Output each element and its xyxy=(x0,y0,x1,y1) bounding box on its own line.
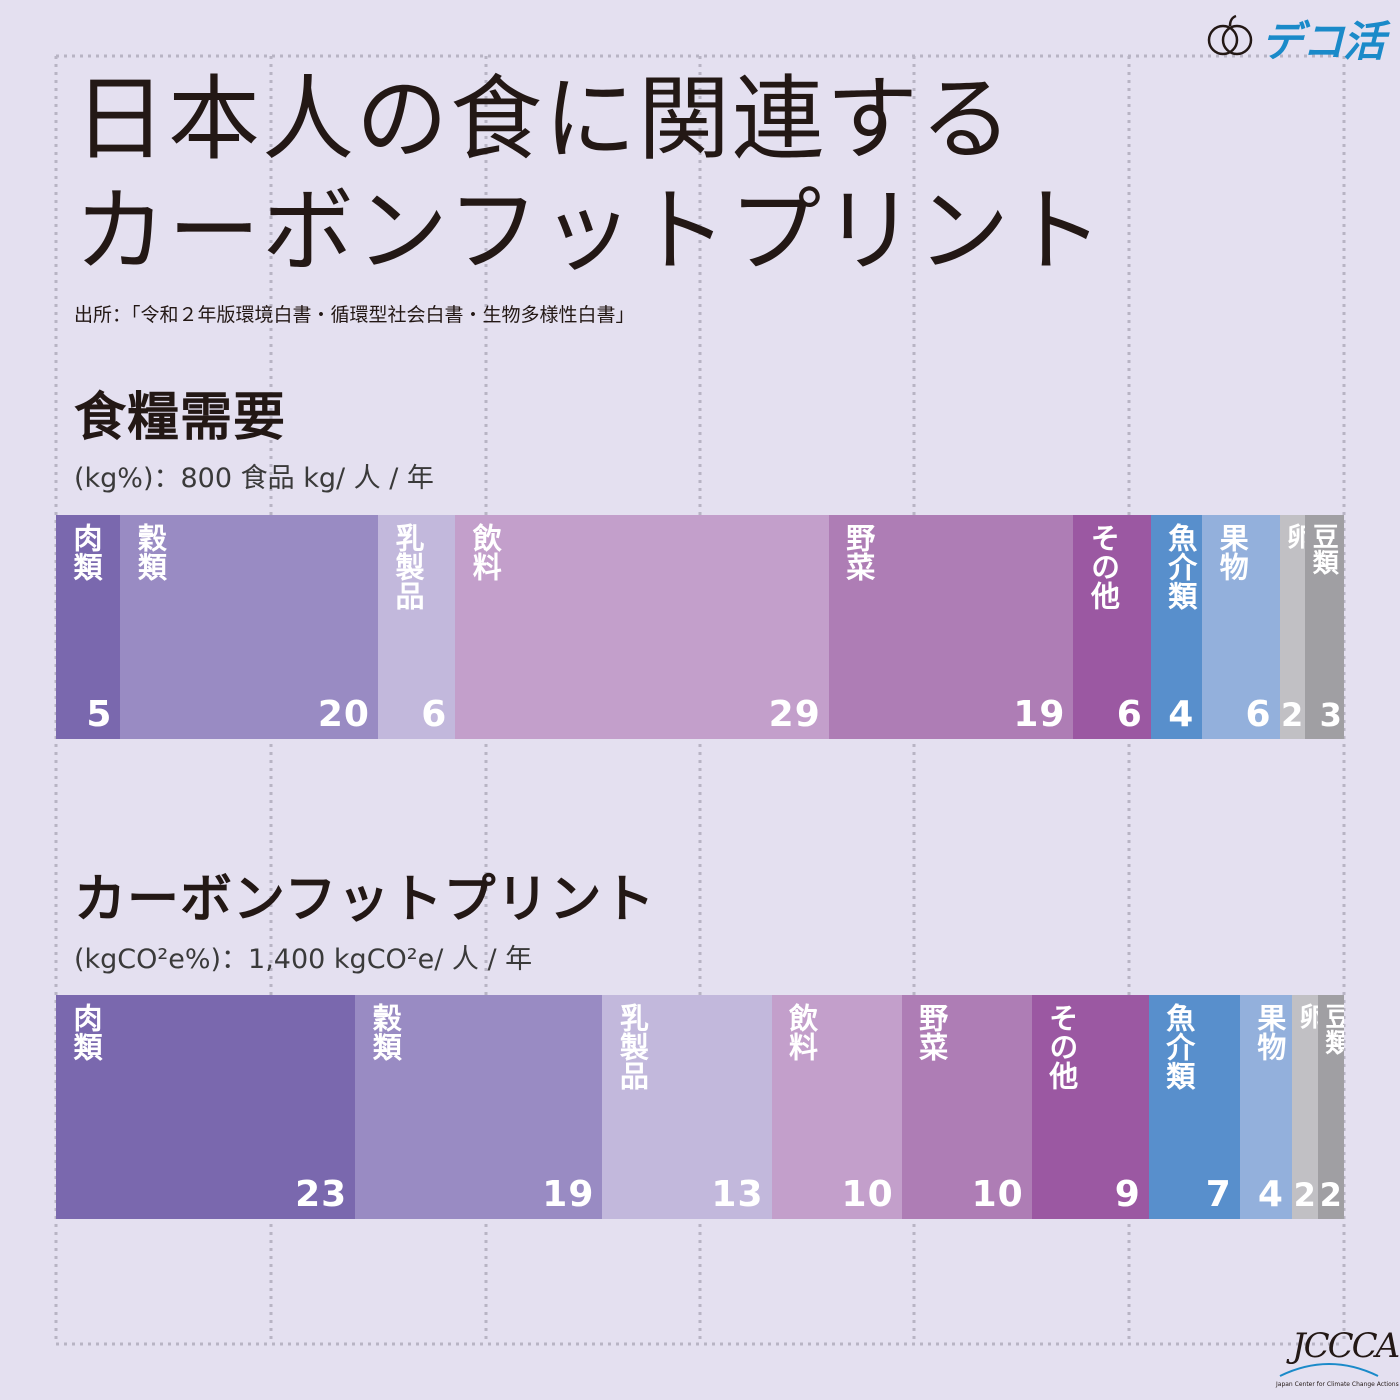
bar-segment-豆類: 豆類 3 xyxy=(1305,515,1344,739)
segment-label: 果物 xyxy=(1252,1003,1287,1061)
jccca-logo-subtitle: Japan Center for Climate Change Actions xyxy=(1276,1381,1399,1388)
bar-segment-果物: 果物 4 xyxy=(1239,995,1292,1219)
bar-segment-豆類: 豆類 2 xyxy=(1317,995,1344,1219)
segment-label: 乳製品 xyxy=(615,1003,650,1090)
segment-label: 果物 xyxy=(1215,523,1250,581)
carbon-footprint-title: カーボンフットプリント xyxy=(74,870,656,930)
segment-value: 10 xyxy=(841,1174,894,1215)
segment-value: 4 xyxy=(1257,1174,1284,1215)
segment-value: 10 xyxy=(971,1174,1024,1215)
segment-value: 5 xyxy=(86,694,113,735)
bar-segment-その他: その他 6 xyxy=(1073,515,1151,739)
bar-segment-肉類: 肉類 5 xyxy=(56,515,121,739)
segment-label: 卵 xyxy=(1282,523,1306,549)
segment-label: 野菜 xyxy=(914,1003,949,1061)
double-apple-icon xyxy=(1207,14,1253,56)
segment-value: 6 xyxy=(1245,694,1272,735)
segment-value: 2 xyxy=(1293,1176,1316,1214)
bar-segment-肉類: 肉類 23 xyxy=(56,995,356,1219)
carbon-footprint-subtitle: (kgCO²e%)：1,400 kgCO²e/ 人 / 年 xyxy=(74,944,533,975)
segment-label: 飲料 xyxy=(784,1003,819,1061)
segment-value: 29 xyxy=(768,694,821,735)
jccca-logo-text: JCCCA xyxy=(1292,1326,1400,1366)
segment-label: 魚介類 xyxy=(1163,523,1198,610)
food-demand-stacked-bar: 肉類 5 穀類 20 乳製品 6 飲料 29 野菜 19 その他 6 魚介類 4 果物 6 卵 2 豆類 3 xyxy=(56,515,1344,739)
segment-label: 豆類 xyxy=(1320,1003,1344,1055)
segment-value: 19 xyxy=(542,1174,595,1215)
title-line-1: 日本人の食に関連する xyxy=(74,66,1015,173)
bar-segment-野菜: 野菜 19 xyxy=(828,515,1074,739)
jccca-logo: JCCCA Japan Center for Climate Change Ac… xyxy=(1276,1326,1400,1388)
segment-label: その他 xyxy=(1086,523,1121,610)
bar-segment-野菜: 野菜 10 xyxy=(901,995,1032,1219)
decokatsu-logo: デコ活 xyxy=(1205,10,1385,66)
segment-label: 穀類 xyxy=(133,523,168,581)
segment-value: 13 xyxy=(711,1174,764,1215)
page-title: 日本人の食に関連する カーボンフットプリント xyxy=(74,64,1105,288)
carbon-footprint-stacked-bar: 肉類 23 穀類 19 乳製品 13 飲料 10 野菜 10 その他 9 魚介類 7 果物 4 卵 2 豆類 2 xyxy=(56,995,1344,1219)
food-demand-title: 食糧需要 xyxy=(74,388,287,448)
segment-value: 23 xyxy=(295,1174,348,1215)
segment-value: 4 xyxy=(1168,694,1195,735)
food-demand-subtitle: (kg%)：800 食品 kg/ 人 / 年 xyxy=(74,463,434,494)
segment-label: 穀類 xyxy=(368,1003,403,1061)
segment-value: 2 xyxy=(1319,1176,1342,1214)
title-line-2: カーボンフットプリント xyxy=(74,178,1106,285)
segment-label: 乳製品 xyxy=(390,523,425,610)
logo-text: デコ活 xyxy=(1260,16,1385,66)
source-note: 出所：「令和２年版環境白書・循環型社会白書・生物多様性白書」 xyxy=(74,304,635,326)
segment-value: 19 xyxy=(1013,694,1066,735)
segment-label: 卵 xyxy=(1294,1003,1318,1029)
segment-label: 肉類 xyxy=(69,523,103,581)
segment-label: 肉類 xyxy=(69,1003,103,1061)
segment-label: 魚介類 xyxy=(1161,1003,1196,1090)
segment-value: 6 xyxy=(1116,694,1143,735)
jccca-swoosh-icon xyxy=(1279,1363,1379,1377)
segment-value: 7 xyxy=(1205,1174,1232,1215)
segment-label: 豆類 xyxy=(1308,523,1339,575)
bar-segment-果物: 果物 6 xyxy=(1202,515,1280,739)
segment-value: 2 xyxy=(1281,696,1304,734)
bar-segment-飲料: 飲料 10 xyxy=(771,995,902,1219)
segment-label: その他 xyxy=(1044,1003,1079,1090)
bar-segment-魚介類: 魚介類 4 xyxy=(1150,515,1203,739)
segment-label: 飲料 xyxy=(468,523,503,581)
bar-segment-飲料: 飲料 29 xyxy=(455,515,829,739)
segment-value: 20 xyxy=(317,694,370,735)
segment-value: 3 xyxy=(1319,696,1342,734)
segment-value: 6 xyxy=(421,694,448,735)
bar-segment-魚介類: 魚介類 7 xyxy=(1148,995,1240,1219)
segment-label: 野菜 xyxy=(841,523,876,581)
bar-segment-乳製品: 乳製品 6 xyxy=(377,515,456,739)
segment-value: 9 xyxy=(1114,1174,1141,1215)
bar-segment-その他: その他 9 xyxy=(1031,995,1149,1219)
bar-segment-穀類: 穀類 19 xyxy=(355,995,603,1219)
bar-segment-乳製品: 乳製品 13 xyxy=(602,995,772,1219)
bar-segment-穀類: 穀類 20 xyxy=(120,515,378,739)
